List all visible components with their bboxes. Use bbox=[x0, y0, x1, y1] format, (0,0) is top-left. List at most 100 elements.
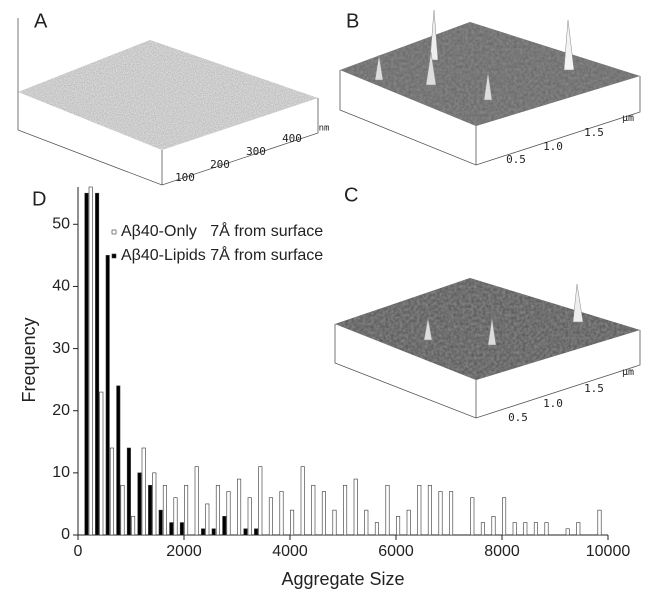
bar bbox=[211, 528, 216, 536]
bar bbox=[126, 447, 131, 536]
x-tick-label: 10000 bbox=[586, 543, 631, 560]
bar bbox=[374, 522, 379, 536]
bar bbox=[237, 478, 242, 536]
panel-label: D bbox=[32, 188, 46, 210]
bar bbox=[523, 522, 528, 536]
bar bbox=[597, 509, 602, 536]
bar bbox=[502, 497, 507, 536]
y-tick-label: 50 bbox=[52, 216, 70, 233]
spike bbox=[429, 9, 439, 61]
bar bbox=[364, 509, 369, 536]
spike bbox=[563, 19, 575, 71]
x-tick-label: 0 bbox=[74, 543, 83, 560]
bar bbox=[343, 484, 348, 536]
axis-unit: nm bbox=[319, 124, 330, 134]
bar bbox=[290, 509, 295, 536]
spike bbox=[483, 71, 493, 101]
axis-tick-label: 100 bbox=[175, 171, 195, 184]
surface-texture bbox=[340, 22, 640, 126]
spike bbox=[425, 51, 437, 86]
bar bbox=[116, 385, 121, 536]
bar bbox=[417, 484, 422, 536]
bar bbox=[105, 255, 110, 536]
bar bbox=[254, 528, 259, 536]
bar bbox=[120, 484, 125, 536]
bar bbox=[300, 466, 305, 536]
bar bbox=[279, 491, 284, 536]
surface-texture bbox=[335, 278, 640, 380]
spike bbox=[487, 317, 497, 346]
surface-c bbox=[334, 278, 641, 419]
bar bbox=[169, 522, 174, 536]
y-axis-title: Frequency bbox=[19, 317, 39, 402]
axis-tick-label: 1.0 bbox=[543, 397, 563, 410]
bar bbox=[141, 447, 146, 536]
bar bbox=[512, 522, 517, 536]
axis-unit: µm bbox=[622, 367, 634, 378]
legend-label: Aβ40-Lipids 7Å from surface bbox=[121, 245, 323, 264]
x-axis-title: Aggregate Size bbox=[281, 569, 404, 589]
bar bbox=[533, 522, 538, 536]
bar bbox=[201, 528, 206, 536]
bar bbox=[152, 472, 157, 536]
y-tick-label: 30 bbox=[52, 340, 70, 357]
bar bbox=[311, 484, 316, 536]
x-tick-label: 2000 bbox=[166, 543, 202, 560]
y-tick-label: 10 bbox=[52, 464, 70, 481]
axis-tick-label: 0.5 bbox=[506, 153, 526, 166]
legend-marker bbox=[111, 253, 117, 259]
y-tick-label: 20 bbox=[52, 402, 70, 419]
x-tick-label: 6000 bbox=[378, 543, 414, 560]
spike bbox=[374, 54, 384, 81]
bar bbox=[95, 192, 100, 536]
y-tick-label: 40 bbox=[52, 278, 70, 295]
axis-tick-label: 300 bbox=[246, 145, 266, 158]
bar bbox=[243, 528, 248, 536]
axis-unit: µm bbox=[622, 113, 634, 124]
bar bbox=[449, 491, 454, 536]
spike bbox=[572, 283, 584, 323]
panel-label: B bbox=[346, 10, 359, 32]
bar bbox=[544, 522, 549, 536]
bar bbox=[205, 503, 210, 536]
bar bbox=[88, 186, 93, 536]
bar bbox=[158, 509, 163, 536]
bar bbox=[173, 497, 178, 536]
bar bbox=[480, 522, 485, 536]
bar bbox=[222, 516, 227, 536]
axis-tick-label: 200 bbox=[210, 158, 230, 171]
legend-label: Aβ40-Only 7Å from surface bbox=[121, 221, 323, 240]
surface-texture bbox=[18, 40, 318, 150]
surface-a bbox=[17, 18, 319, 186]
bar bbox=[247, 497, 252, 536]
axis-tick-label: 1.5 bbox=[584, 382, 604, 395]
spike bbox=[423, 317, 433, 341]
bar bbox=[565, 528, 570, 536]
bar bbox=[179, 522, 184, 536]
x-tick-label: 4000 bbox=[272, 543, 308, 560]
bar bbox=[576, 522, 581, 536]
bar bbox=[332, 509, 337, 536]
legend-marker bbox=[111, 229, 117, 235]
bar bbox=[226, 491, 231, 536]
bar bbox=[353, 478, 358, 536]
plot: 0 10 20 30 40 50 0 2000 4000 6000 8000 10000 Aβ40-On… bbox=[52, 186, 631, 560]
bar bbox=[162, 484, 167, 536]
bar bbox=[258, 466, 263, 536]
bar bbox=[109, 447, 114, 536]
bar bbox=[491, 516, 496, 536]
bar bbox=[470, 497, 475, 536]
bar bbox=[268, 497, 273, 536]
axis-tick-label: 1.5 bbox=[584, 126, 604, 139]
bar bbox=[438, 491, 443, 536]
bar bbox=[215, 484, 220, 536]
bar bbox=[427, 484, 432, 536]
panel-label: A bbox=[34, 10, 48, 32]
bar bbox=[396, 516, 401, 536]
axis-tick-label: 1.0 bbox=[543, 140, 563, 153]
bar bbox=[194, 466, 199, 536]
bar bbox=[99, 391, 104, 536]
x-tick-label: 8000 bbox=[484, 543, 520, 560]
